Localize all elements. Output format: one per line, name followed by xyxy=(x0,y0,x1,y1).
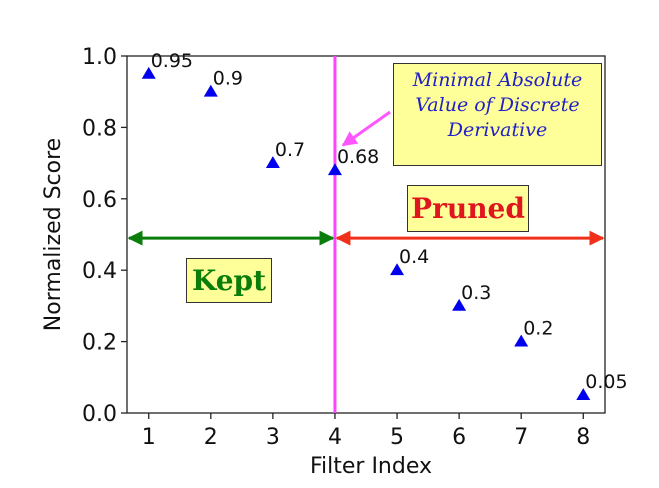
kept-label: Kept xyxy=(186,258,272,303)
data-label-6: 0.3 xyxy=(461,282,491,304)
y-tick-label-0.0: 0.0 xyxy=(82,402,117,427)
x-tick-label-1: 1 xyxy=(142,425,156,450)
data-points: 0.95 0.9 0.7 0.68 0.4 0.3 0.2 0.05 xyxy=(141,50,628,401)
data-point-3 xyxy=(265,156,280,168)
note-line-1: Minimal Absolute xyxy=(412,69,583,91)
pruned-label: Pruned xyxy=(407,185,529,232)
data-label-7: 0.2 xyxy=(523,318,553,340)
data-label-3: 0.7 xyxy=(275,139,305,161)
data-point-8 xyxy=(576,388,591,401)
x-tick-label-7: 7 xyxy=(514,425,528,450)
y-tick-label-0.6: 0.6 xyxy=(82,188,117,213)
y-tick-label-0.8: 0.8 xyxy=(82,116,117,141)
data-point-4 xyxy=(327,163,342,176)
data-point-2 xyxy=(203,84,218,97)
data-point-1 xyxy=(141,66,156,79)
note-line-2: Value of Discrete xyxy=(415,94,580,116)
data-label-4: 0.68 xyxy=(337,146,379,168)
data-label-2: 0.9 xyxy=(213,68,243,90)
data-point-5 xyxy=(390,263,405,276)
derivative-note: Minimal Absolute Value of Discrete Deriv… xyxy=(393,63,602,166)
x-tick-label-6: 6 xyxy=(452,425,466,450)
axes: 1 2 3 4 5 6 7 8 0.0 0.2 0.4 0.6 0.8 1.0 Filter Index No… xyxy=(41,45,606,479)
x-axis-title: Filter Index xyxy=(310,454,432,479)
note-line-3: Derivative xyxy=(447,119,548,141)
y-axis-title: Normalized Score xyxy=(41,138,66,331)
x-tick-label-5: 5 xyxy=(390,425,404,450)
note-pointer-arrow xyxy=(341,110,391,147)
x-tick-label-2: 2 xyxy=(204,425,218,450)
data-label-8: 0.05 xyxy=(585,371,627,393)
data-point-7 xyxy=(514,334,529,347)
y-tick-label-1.0: 1.0 xyxy=(82,45,117,70)
plot-frame xyxy=(126,55,606,414)
x-tick-label-8: 8 xyxy=(576,425,590,450)
x-tick-label-4: 4 xyxy=(328,425,342,450)
x-tick-label-3: 3 xyxy=(266,425,280,450)
y-tick-label-0.4: 0.4 xyxy=(82,259,117,284)
y-tick-label-0.2: 0.2 xyxy=(82,331,117,356)
range-arrows xyxy=(127,56,605,413)
data-label-1: 0.95 xyxy=(151,50,193,72)
data-label-5: 0.4 xyxy=(399,246,429,268)
data-point-6 xyxy=(452,298,467,311)
